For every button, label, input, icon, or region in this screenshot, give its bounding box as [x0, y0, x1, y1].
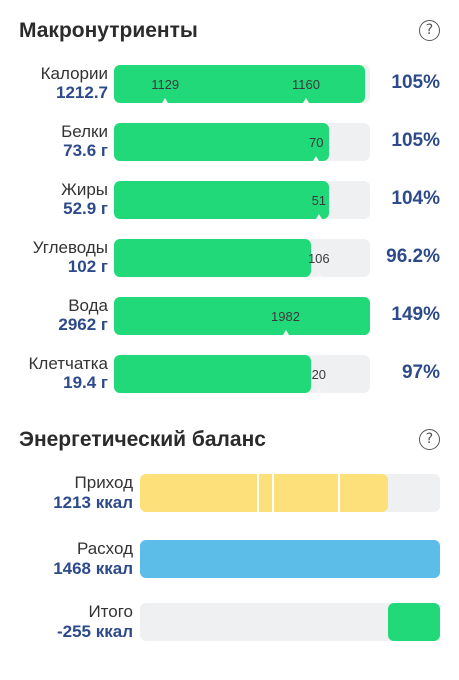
energy-bar-fill: [387, 603, 440, 641]
macro-name: Вода: [68, 296, 108, 315]
bar-segment-divider: [257, 474, 259, 512]
target-marker-icon: [315, 214, 322, 219]
macro-value: 1212.7: [56, 83, 108, 102]
energy-name: Расход: [76, 539, 133, 558]
macro-progress-fill: [114, 181, 330, 219]
macro-name: Углеводы: [32, 238, 108, 257]
macros-title: Макронутриенты: [19, 19, 198, 42]
macro-value: 2962 г: [58, 315, 108, 334]
macro-progress-bar: 20: [114, 355, 370, 393]
macro-row[interactable]: Клетчатка 19.4 г 20 97%: [0, 354, 459, 398]
macro-label: Клетчатка 19.4 г: [29, 354, 109, 393]
macro-row[interactable]: Калории 1212.7 1129 1160 105%: [0, 64, 459, 108]
macro-value: 52.9 г: [63, 199, 108, 218]
macro-progress-bar: 70: [114, 123, 370, 161]
target-value-label: 106: [307, 251, 330, 266]
macro-label: Белки 73.6 г: [61, 122, 108, 161]
macro-percent: 97%: [401, 362, 440, 383]
energy-label: Приход 1213 ккал: [53, 473, 133, 513]
macro-percent: 96.2%: [386, 246, 440, 267]
macro-row[interactable]: Углеводы 102 г 106 96.2%: [0, 238, 459, 282]
energy-help-icon[interactable]: ?: [419, 429, 440, 450]
energy-row[interactable]: Приход 1213 ккал: [0, 473, 459, 517]
macro-percent: 105%: [391, 130, 440, 151]
target-marker-icon: [162, 98, 169, 103]
macro-progress-bar: 1982: [114, 297, 370, 335]
macro-progress-fill: [114, 297, 370, 335]
macro-value: 73.6 г: [63, 141, 108, 160]
macro-progress-bar: 106: [114, 239, 370, 277]
energy-value: 1468 ккал: [53, 559, 133, 578]
bar-segment-divider: [338, 474, 340, 512]
macro-label: Вода 2962 г: [58, 296, 108, 335]
energy-value: 1213 ккал: [53, 493, 133, 512]
target-marker-icon: [303, 98, 309, 103]
target-value-label: 20: [311, 367, 327, 382]
macro-label: Калории 1212.7: [41, 64, 108, 103]
target-marker-icon: [313, 156, 320, 161]
energy-row[interactable]: Итого -255 ккал: [0, 602, 459, 646]
macro-value: 102 г: [67, 257, 108, 276]
energy-label: Расход 1468 ккал: [53, 539, 133, 579]
macro-percent: 104%: [391, 188, 440, 209]
target-marker-icon: [315, 388, 322, 393]
energy-bar: [140, 540, 440, 578]
target-value-label: 70: [309, 135, 324, 150]
target-value-label: 51: [311, 193, 327, 208]
macro-progress-bar: 1129 1160: [114, 65, 370, 103]
macro-row[interactable]: Белки 73.6 г 70 105%: [0, 122, 459, 166]
target-value-label: 1160: [292, 77, 320, 92]
macro-progress-fill: [114, 355, 312, 393]
energy-bar-fill: [140, 474, 388, 512]
energy-bar: [140, 474, 440, 512]
macro-percent: 105%: [391, 72, 440, 93]
macro-row[interactable]: Вода 2962 г 1982 149%: [0, 296, 459, 340]
energy-name: Итого: [88, 602, 133, 621]
macro-name: Жиры: [61, 180, 108, 199]
energy-label: Итого -255 ккал: [57, 602, 133, 642]
macro-progress-fill: [114, 239, 312, 277]
bar-segment-divider: [272, 474, 274, 512]
macro-progress-fill: [114, 123, 330, 161]
macro-label: Жиры 52.9 г: [61, 180, 108, 219]
target-marker-icon: [282, 330, 289, 335]
macro-row[interactable]: Жиры 52.9 г 51 104%: [0, 180, 459, 224]
macro-name: Белки: [61, 122, 108, 141]
macro-label: Углеводы 102 г: [33, 238, 108, 277]
macro-progress-fill: [114, 65, 365, 103]
energy-name: Приход: [74, 473, 133, 492]
energy-title: Энергетический баланс: [19, 428, 266, 451]
energy-row[interactable]: Расход 1468 ккал: [0, 539, 459, 583]
energy-value: -255 ккал: [56, 622, 133, 641]
macro-progress-bar: 51: [114, 181, 370, 219]
macro-name: Калории: [40, 64, 108, 83]
target-value-label: 1129: [151, 77, 180, 92]
macro-value: 19.4 г: [63, 373, 108, 392]
macros-help-icon[interactable]: ?: [419, 20, 440, 41]
energy-bar-fill: [140, 540, 440, 578]
energy-bar: [140, 603, 440, 641]
target-value-label: 1982: [271, 309, 300, 324]
macro-name: Клетчатка: [28, 354, 109, 373]
macro-percent: 149%: [391, 304, 440, 325]
target-marker-icon: [315, 272, 322, 277]
